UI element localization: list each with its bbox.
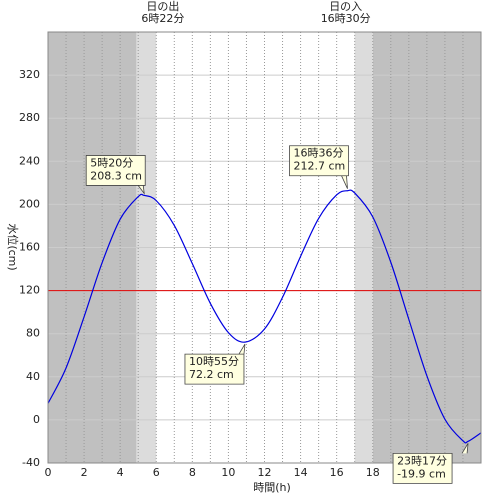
callout-label: 10時55分	[189, 355, 239, 368]
x-tick-label: 12	[258, 466, 272, 479]
callout-label: 23時17分	[397, 454, 447, 467]
x-tick-label: 16	[330, 466, 344, 479]
x-tick-label: 8	[189, 466, 196, 479]
sun-label: 16時30分	[321, 12, 371, 25]
callout-box	[289, 145, 349, 189]
x-tick-label: 10	[221, 466, 235, 479]
callout-label: -19.9 cm	[397, 467, 446, 480]
y-tick-label: 240	[19, 154, 40, 167]
x-tick-label: 14	[294, 466, 308, 479]
y-tick-label: 80	[26, 327, 40, 340]
sun-label: 日の入	[329, 0, 362, 13]
y-tick-label: 280	[19, 111, 40, 124]
y-tick-label: 320	[19, 68, 40, 81]
sun-label: 6時22分	[141, 12, 184, 25]
y-tick-label: 0	[33, 413, 40, 426]
y-tick-label: 200	[19, 197, 40, 210]
x-tick-label: 2	[81, 466, 88, 479]
y-tick-label: 160	[19, 241, 40, 254]
x-tick-label: 18	[366, 466, 380, 479]
plot-frame	[47, 31, 482, 464]
sun-label: 日の出	[146, 0, 179, 13]
x-tick-label: 6	[153, 466, 160, 479]
callout-box	[392, 443, 469, 484]
callout-label: 16時36分	[293, 147, 343, 160]
y-axis-label: 水位(cm)	[6, 223, 20, 270]
y-tick-label: -40	[22, 456, 40, 469]
callout-label: 212.7 cm	[293, 160, 345, 173]
callout-label: 5時20分	[90, 156, 133, 169]
y-tick-label: 40	[26, 370, 40, 383]
callout-label: 72.2 cm	[189, 368, 234, 381]
callout-box	[184, 343, 246, 385]
y-tick-label: 120	[19, 284, 40, 297]
x-axis-label: 時間(h)	[253, 481, 291, 494]
tide-line	[47, 189, 482, 444]
x-tick-label: 4	[117, 466, 124, 479]
callout-label: 208.3 cm	[90, 169, 142, 182]
callout-box	[85, 155, 146, 195]
callout: 23時17分-19.9 cm	[392, 443, 469, 484]
x-tick-label: 0	[45, 466, 52, 479]
